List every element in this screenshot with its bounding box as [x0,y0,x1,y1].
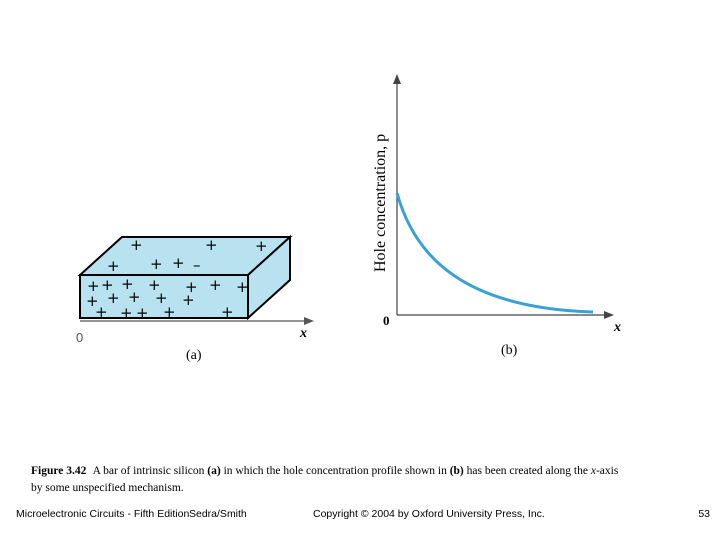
hole-carriers: + + + + – + + + + + + + + + + + + + + + … [86,236,268,322]
panel-b: Hole concentration, p 0 x (b) [372,74,621,358]
hole-plus-sign: + [205,236,218,254]
caption-ref-b: (b) [449,465,464,477]
hole-plus-sign: + [172,254,185,272]
caption-text: A bar of intrinsic silicon [92,465,205,477]
hole-plus-sign: – [193,256,201,274]
hole-plus-sign: + [236,278,249,296]
panel-a-x-axis-label: x [299,326,307,341]
hole-plus-sign: + [87,277,100,295]
panel-b-label: (b) [501,343,518,358]
hole-plus-sign: + [121,275,134,293]
panel-a: + + + + – + + + + + + + + + + + + + + + … [76,234,314,363]
caption-ref-a: (a) [207,465,221,477]
panel-b-y-arrowhead [393,74,401,84]
hole-plus-sign: + [120,304,133,322]
panel-b-x-axis-label: x [613,320,621,335]
hole-plus-sign: + [130,236,143,254]
slide-footer: Microelectronic Circuits - Fifth Edition… [0,508,720,524]
caption-text: in which the hole concentration profile … [223,465,447,477]
hole-plus-sign: + [163,303,176,321]
panel-b-y-axis-label: Hole concentration, p [372,134,389,272]
footer-authors: Sedra/Smith [189,508,247,520]
footer-copyright: Copyright © 2004 by Oxford University Pr… [313,508,545,520]
panel-a-label: (a) [186,348,202,363]
hole-concentration-curve [395,192,594,314]
hole-plus-sign: + [148,276,161,294]
panel-b-x-arrowhead [604,311,614,319]
hole-plus-sign: + [107,289,120,307]
silicon-bar-front-face [79,274,249,319]
caption-axis-var: x [590,465,596,477]
hole-plus-sign: + [155,289,168,307]
hole-plus-sign: + [128,288,141,306]
figure-caption: Figure 3.42 A bar of intrinsic silicon (… [31,463,631,497]
hole-plus-sign: + [136,304,149,322]
panel-a-origin-label: 0 [76,330,83,345]
hole-plus-sign: + [107,257,120,275]
footer-book-title: Microelectronic Circuits - Fifth Edition [16,508,190,520]
figure-3-42: + + + + – + + + + + + + + + + + + + + + … [76,74,621,363]
hole-plus-sign: + [86,292,99,310]
caption-text: has been created along the [466,465,588,477]
hole-plus-sign: + [95,303,108,321]
hole-plus-sign: + [255,237,268,255]
hole-plus-sign: + [182,291,195,309]
footer-page-number: 53 [698,508,710,520]
panel-a-x-arrowhead [304,317,314,325]
caption-text: -axis [595,465,619,477]
hole-plus-sign: + [209,276,222,294]
caption-text: by some unspecified mechanism. [31,482,184,494]
panel-b-origin-label: 0 [383,313,390,328]
hole-plus-sign: + [221,303,234,321]
caption-figure-number: Figure 3.42 [31,465,87,477]
hole-plus-sign: + [185,278,198,296]
hole-plus-sign: + [101,276,114,294]
hole-plus-sign: + [150,255,163,273]
